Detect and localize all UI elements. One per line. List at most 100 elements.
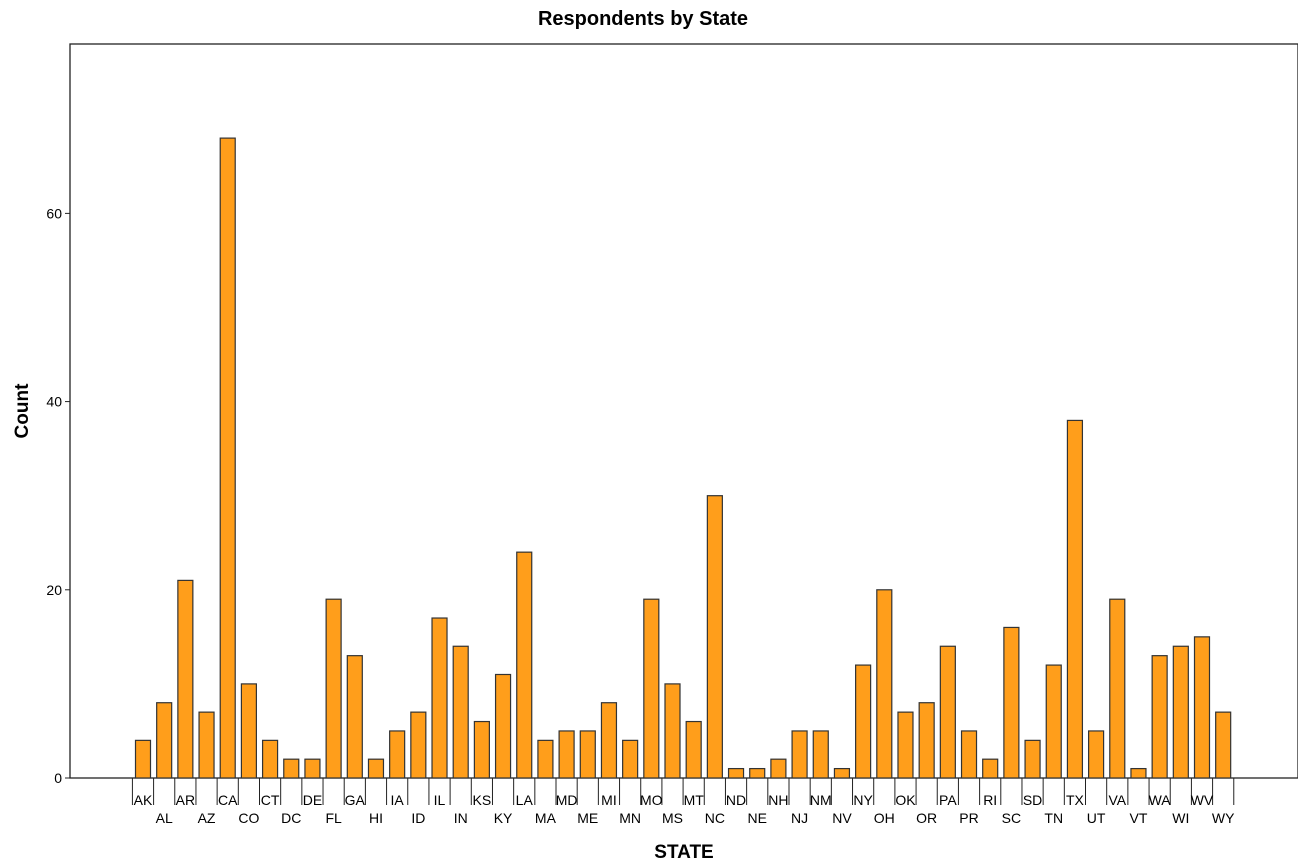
x-category-label: KY <box>494 810 513 826</box>
bar-ca <box>219 137 236 779</box>
bar-sc <box>1003 626 1020 779</box>
x-category-label: FL <box>325 810 342 826</box>
bar-oh <box>876 589 893 779</box>
y-tick-label: 60 <box>46 205 62 221</box>
bar-wa <box>1151 655 1168 779</box>
bar-ma <box>537 739 554 779</box>
x-category-label: NE <box>747 810 766 826</box>
x-category-label: DE <box>303 792 322 808</box>
bar-id <box>410 711 427 779</box>
bar-me <box>579 730 596 779</box>
x-category-label: PR <box>959 810 978 826</box>
x-category-label: MI <box>601 792 617 808</box>
bar-mo <box>643 598 660 779</box>
x-category-label: WI <box>1172 810 1189 826</box>
x-category-label: DC <box>281 810 301 826</box>
bar-az <box>198 711 215 779</box>
plot-area-frame <box>69 43 1298 779</box>
x-category-label: MN <box>619 810 641 826</box>
x-category-label: AR <box>176 792 195 808</box>
bar-ne <box>749 767 766 779</box>
y-tick-label: 40 <box>46 394 62 410</box>
y-tick-label: 20 <box>46 582 62 598</box>
bar-wi <box>1172 645 1189 779</box>
x-category-label: CA <box>218 792 238 808</box>
x-category-label: NH <box>768 792 788 808</box>
x-category-label: CO <box>238 810 259 826</box>
x-category-label: SC <box>1002 810 1021 826</box>
bar-wv <box>1193 636 1211 779</box>
x-category-label: OR <box>916 810 937 826</box>
bar-al <box>156 702 173 779</box>
bar-ut <box>1087 730 1105 779</box>
bar-md <box>558 730 575 779</box>
x-category-label: AL <box>156 810 173 826</box>
y-axis-title: Count <box>12 383 33 439</box>
x-category-label: WY <box>1212 810 1235 826</box>
x-category-label: UT <box>1087 810 1106 826</box>
bar-nc <box>706 495 723 779</box>
bar-co <box>240 683 257 779</box>
bar-wy <box>1215 711 1232 779</box>
bar-ri <box>982 758 999 779</box>
x-category-label: WV <box>1191 792 1214 808</box>
x-category-label: IL <box>434 792 446 808</box>
bar-ky <box>494 673 512 779</box>
x-category-label: NJ <box>791 810 808 826</box>
bar-ok <box>897 711 914 779</box>
bar-ks <box>473 720 490 779</box>
bar-ak <box>134 739 152 779</box>
x-category-label: IN <box>454 810 468 826</box>
bar-nh <box>770 758 787 779</box>
x-axis-title: STATE <box>654 842 713 860</box>
bar-mt <box>685 720 702 779</box>
x-category-label: ID <box>411 810 425 826</box>
bar-ar <box>177 579 194 779</box>
bar-hi <box>367 758 385 779</box>
bar-vt <box>1130 767 1147 779</box>
x-category-label: TN <box>1044 810 1063 826</box>
x-category-label: NV <box>832 810 852 826</box>
bar-ms <box>664 683 681 779</box>
x-category-label: HI <box>369 810 383 826</box>
bar-or <box>918 702 935 779</box>
x-category-label: LA <box>516 792 534 808</box>
x-category-label: PA <box>939 792 957 808</box>
x-category-label: VT <box>1130 810 1148 826</box>
bar-nd <box>727 767 745 779</box>
x-category-label: OK <box>895 792 916 808</box>
bar-fl <box>325 598 342 779</box>
bar-ny <box>855 664 872 779</box>
bar-il <box>431 617 448 779</box>
x-category-label: KS <box>473 792 492 808</box>
x-category-label: MD <box>556 792 578 808</box>
x-category-label: ME <box>577 810 598 826</box>
x-category-label: ND <box>726 792 746 808</box>
x-category-label: GA <box>345 792 366 808</box>
bar-mn <box>622 739 639 779</box>
x-category-label: WA <box>1149 792 1172 808</box>
x-category-label: TX <box>1066 792 1085 808</box>
bar-in <box>452 645 469 779</box>
x-category-label: MO <box>640 792 663 808</box>
y-axis-ticks: 0 20 40 60 <box>46 205 70 786</box>
bar-nj <box>791 730 808 779</box>
x-category-label: NC <box>705 810 725 826</box>
x-category-label: AK <box>134 792 153 808</box>
bar-nm <box>812 730 829 779</box>
x-category-label: NM <box>810 792 832 808</box>
x-category-label: RI <box>983 792 997 808</box>
bar-nv <box>833 767 851 779</box>
chart-title: Respondents by State <box>538 8 748 30</box>
bar-la <box>516 551 533 779</box>
x-category-label: CT <box>261 792 280 808</box>
x-category-label: VA <box>1108 792 1126 808</box>
bar-pr <box>960 730 978 779</box>
bar-ga <box>346 655 363 779</box>
bar-dc <box>283 758 300 779</box>
bars <box>134 137 1232 779</box>
x-category-label: IA <box>391 792 405 808</box>
x-category-label: OH <box>874 810 895 826</box>
